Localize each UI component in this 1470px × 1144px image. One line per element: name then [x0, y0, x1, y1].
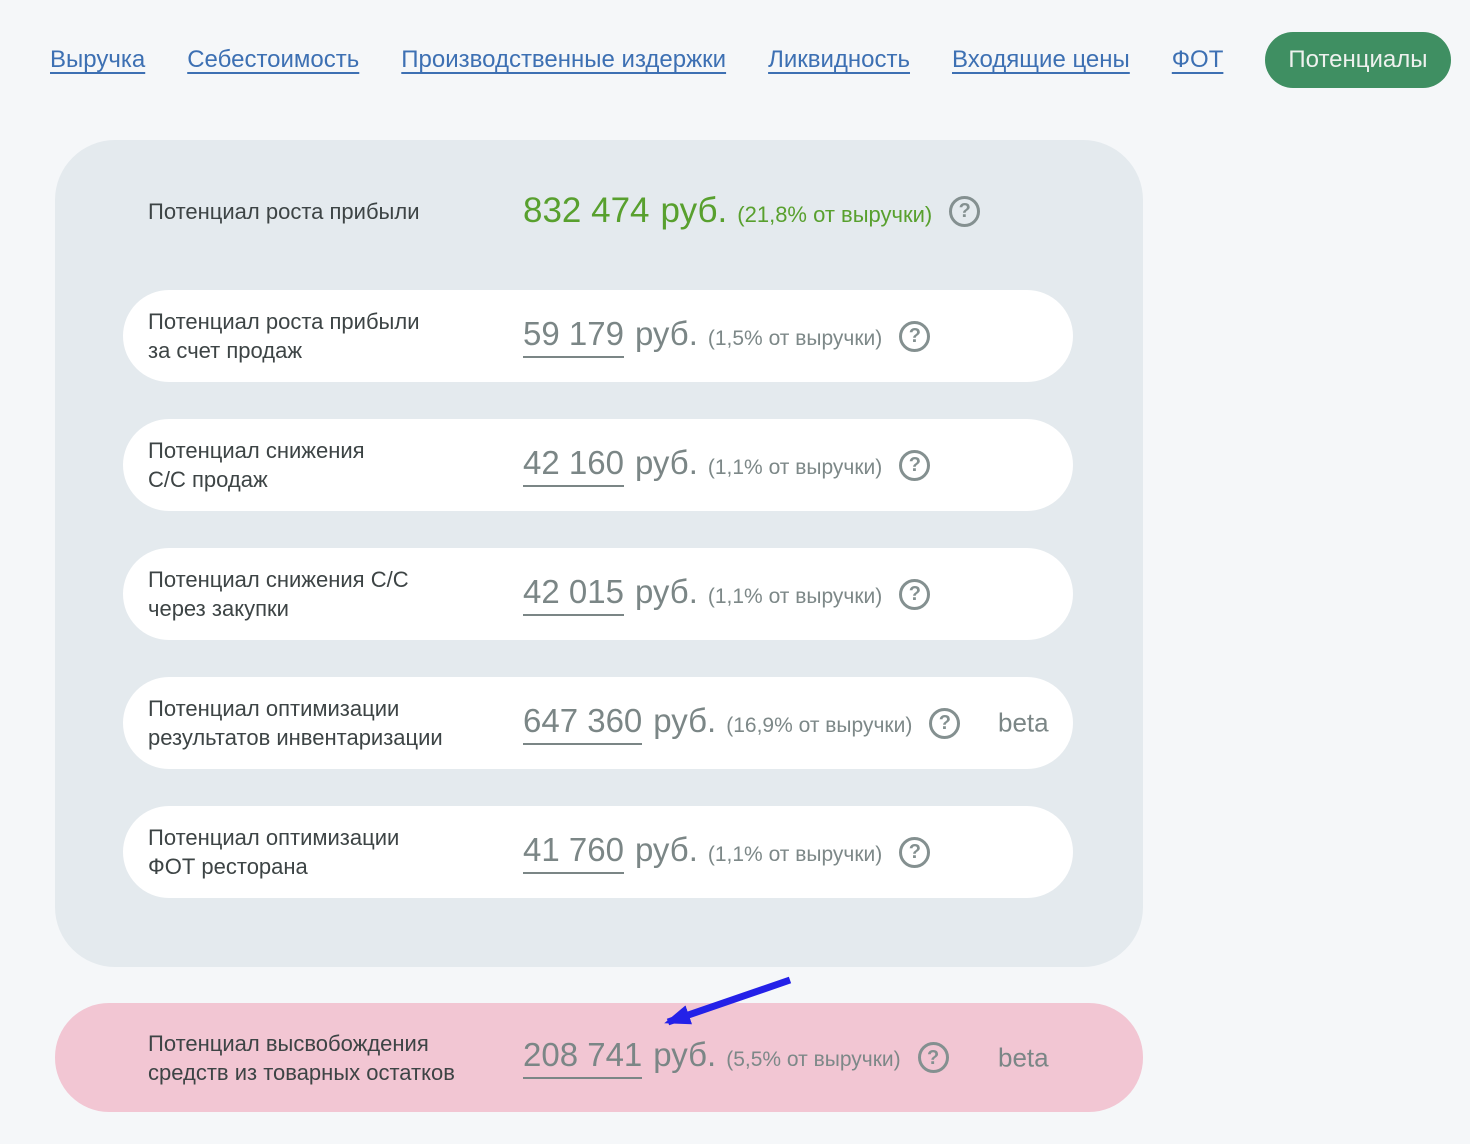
nav-link-cost[interactable]: Себестоимость	[187, 46, 360, 73]
metric-row-cost-reduction-purchasing: Потенциал снижения С/С через закупки 42 …	[123, 548, 1073, 640]
metric-value-block: 41 760 руб. (1,1% от выручки) ?	[523, 830, 931, 874]
metric-label: Потенциал оптимизации ФОТ ресторана	[148, 825, 400, 879]
metric-value-link[interactable]: 42 015	[523, 573, 624, 616]
summary-row-profit-growth: Потенциал роста прибыли 832 474 руб. (21…	[148, 168, 1103, 254]
metric-value-block: 832 474 руб. (21,8% от выручки) ?	[523, 191, 981, 231]
percent-of-revenue: (1,1% от выручки)	[707, 842, 883, 866]
metric-value-link[interactable]: 208 741	[523, 1036, 643, 1079]
help-icon[interactable]: ?	[899, 449, 931, 481]
currency-unit: руб.	[634, 830, 698, 868]
metric-row-payroll-optimization: Потенциал оптимизации ФОТ ресторана 41 7…	[123, 806, 1073, 898]
currency-unit: руб.	[653, 701, 717, 739]
metric-label: Потенциал роста прибыли	[148, 198, 420, 224]
metric-value-block: 42 015 руб. (1,1% от выручки) ?	[523, 572, 931, 616]
currency-unit: руб.	[634, 443, 698, 481]
currency-unit: руб.	[634, 572, 698, 610]
metric-label: Потенциал высвобождения средств из товар…	[148, 1030, 455, 1085]
tab-potentials-active[interactable]: Потенциалы	[1265, 32, 1451, 88]
beta-badge: beta	[998, 707, 1049, 738]
metric-value-block: 208 741 руб. (5,5% от выручки) ?	[523, 1036, 949, 1079]
metric-value-block: 59 179 руб. (1,5% от выручки) ?	[523, 314, 931, 358]
metric-row-stock-release-highlighted: Потенциал высвобождения средств из товар…	[55, 1003, 1143, 1112]
potentials-panel: Потенциал роста прибыли 832 474 руб. (21…	[55, 140, 1143, 967]
help-icon[interactable]: ?	[929, 707, 961, 739]
nav-link-payroll[interactable]: ФОТ	[1171, 46, 1224, 73]
metric-value-link[interactable]: 647 360	[523, 702, 643, 745]
top-navigation: Выручка Себестоимость Производственные и…	[50, 32, 1451, 88]
help-icon[interactable]: ?	[899, 836, 931, 868]
metric-row-cost-reduction-sales: Потенциал снижения С/С продаж 42 160 руб…	[123, 419, 1073, 511]
metric-value-block: 647 360 руб. (16,9% от выручки) ?	[523, 701, 961, 745]
percent-of-revenue: (16,9% от выручки)	[726, 713, 913, 737]
help-icon[interactable]: ?	[899, 320, 931, 352]
metric-value-link[interactable]: 59 179	[523, 315, 624, 358]
metric-value-block: 42 160 руб. (1,1% от выручки) ?	[523, 443, 931, 487]
metric-value-link[interactable]: 42 160	[523, 444, 624, 487]
currency-unit: руб.	[634, 314, 698, 352]
percent-of-revenue: (21,8% от выручки)	[737, 202, 933, 227]
metric-value: 832 474	[523, 191, 650, 230]
percent-of-revenue: (1,1% от выручки)	[707, 455, 883, 479]
help-icon[interactable]: ?	[899, 578, 931, 610]
help-icon[interactable]: ?	[917, 1042, 949, 1073]
help-icon[interactable]: ?	[949, 195, 981, 227]
currency-unit: руб.	[660, 191, 728, 230]
metric-label: Потенциал снижения С/С через закупки	[148, 567, 409, 621]
metric-row-inventory-optimization: Потенциал оптимизации результатов инвент…	[123, 677, 1073, 769]
percent-of-revenue: (1,1% от выручки)	[707, 584, 883, 608]
percent-of-revenue: (1,5% от выручки)	[707, 326, 883, 350]
metric-value-link[interactable]: 41 760	[523, 831, 624, 874]
metric-row-sales-profit: Потенциал роста прибыли за счет продаж 5…	[123, 290, 1073, 382]
beta-badge: beta	[998, 1042, 1049, 1072]
nav-link-production-costs[interactable]: Производственные издержки	[401, 46, 727, 73]
nav-link-revenue[interactable]: Выручка	[50, 46, 146, 73]
metric-label: Потенциал роста прибыли за счет продаж	[148, 309, 420, 363]
metric-label: Потенциал снижения С/С продаж	[148, 438, 365, 492]
nav-link-liquidity[interactable]: Ликвидность	[768, 46, 910, 73]
percent-of-revenue: (5,5% от выручки)	[726, 1048, 901, 1071]
metric-label: Потенциал оптимизации результатов инвент…	[148, 696, 443, 750]
currency-unit: руб.	[653, 1036, 717, 1073]
nav-link-incoming-prices[interactable]: Входящие цены	[952, 46, 1130, 73]
